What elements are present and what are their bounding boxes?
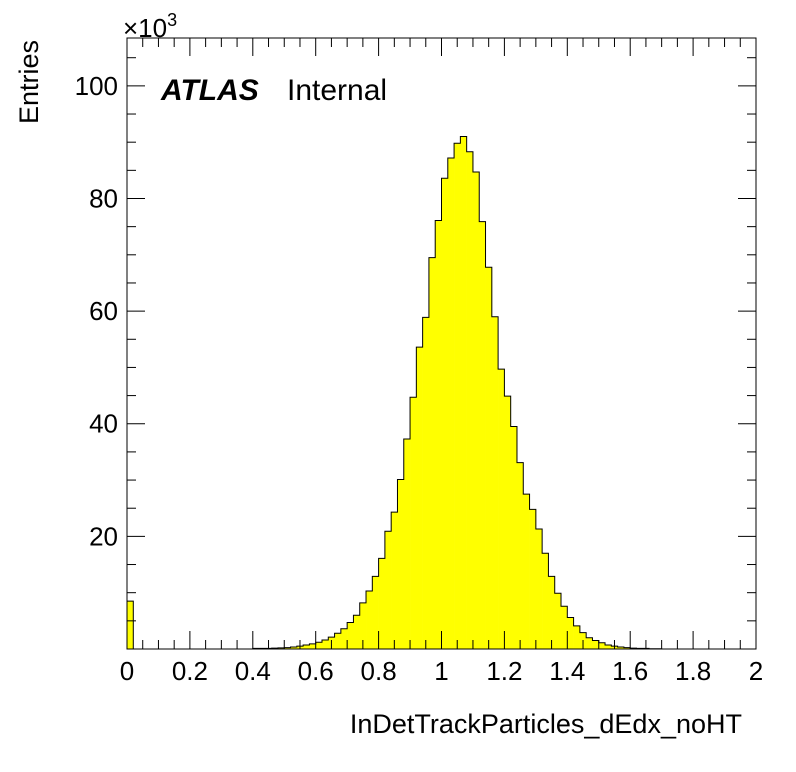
histogram-bin [605, 645, 612, 649]
histogram-bin [485, 267, 493, 649]
y-multiplier-exponent: 3 [167, 10, 177, 30]
histogram-bin [523, 494, 530, 649]
histogram-bin [466, 151, 474, 649]
histogram-bin [567, 617, 574, 649]
y-multiplier-base: ×10 [123, 13, 167, 43]
histogram-bin [277, 647, 285, 649]
axis-ticks [126, 38, 757, 649]
histogram-bin [416, 347, 423, 649]
x-tick-label: 0 [120, 656, 134, 686]
internal-label: Internal [287, 74, 387, 107]
histogram-bin [472, 172, 480, 649]
histogram-outline [126, 136, 756, 650]
y-multiplier: ×103 [123, 10, 177, 43]
histogram-bin [284, 647, 291, 649]
y-tick-label: 80 [89, 183, 118, 213]
histogram-bin [309, 643, 316, 649]
histogram-bin [573, 625, 581, 649]
histogram-bin [542, 553, 549, 649]
histogram-bin [397, 479, 405, 649]
x-tick-label: 1 [434, 656, 448, 686]
histogram-bin [447, 157, 455, 650]
histogram-bin [554, 593, 562, 649]
x-tick-label: 1.8 [675, 656, 711, 686]
y-tick-label: 40 [89, 409, 118, 439]
histogram-bin [598, 642, 606, 649]
y-tick-label: 60 [89, 296, 118, 326]
histogram-bin [504, 396, 511, 649]
histogram-bin [561, 606, 568, 649]
histogram-bin [353, 615, 361, 649]
histogram-bars [126, 136, 756, 650]
histogram-bin [378, 558, 386, 649]
histogram-bin [384, 531, 392, 649]
histogram-bin [529, 509, 537, 649]
histogram-bin [410, 397, 417, 649]
x-tick-label: 0.6 [298, 656, 334, 686]
histogram-bin [460, 136, 467, 649]
histogram-bin [435, 220, 442, 649]
y-axis-title: Entries [14, 40, 44, 124]
histogram-bin [535, 529, 543, 649]
histogram-bin [321, 639, 329, 649]
histogram-bin [334, 633, 342, 649]
atlas-label: ATLAS [160, 74, 259, 107]
x-tick-label: 1.4 [549, 656, 585, 686]
histogram-bin [592, 640, 600, 649]
histogram-bin [372, 576, 379, 649]
histogram-bin [403, 438, 411, 649]
histogram-bin [586, 637, 593, 649]
histogram-bin [127, 601, 134, 649]
histogram-bin [366, 590, 373, 649]
histogram-bin [498, 369, 505, 649]
x-tick-label: 2 [749, 656, 763, 686]
x-axis-title: InDetTrackParticles_dEdx_noHT [350, 709, 742, 739]
histogram-bin [340, 628, 348, 649]
x-tick-label: 0.2 [172, 656, 208, 686]
x-tick-label: 0.8 [361, 656, 397, 686]
histogram-bin [303, 645, 310, 649]
histogram-bin [623, 647, 631, 649]
histogram-bin [516, 462, 524, 649]
x-tick-label: 1.6 [612, 656, 648, 686]
histogram-bin [359, 602, 367, 649]
histogram-bin [548, 576, 556, 649]
histogram-bin [617, 647, 625, 649]
x-tick-labels: 0 0.2 0.4 0.6 0.8 1 1.2 1.4 1.6 1.8 2 [120, 656, 763, 686]
y-tick-labels: 20 40 60 80 100 [75, 71, 118, 552]
histogram-bin [510, 426, 518, 649]
x-tick-label: 0.4 [235, 656, 271, 686]
plot-frame [126, 37, 757, 650]
y-tick-label: 20 [89, 521, 118, 551]
histogram-bin [422, 317, 430, 649]
histogram-bin [479, 221, 486, 649]
histogram-bin [315, 642, 323, 649]
histogram-bin [347, 622, 354, 649]
histogram-bin [428, 257, 436, 649]
histogram-bin [454, 143, 461, 650]
y-tick-label: 100 [75, 71, 118, 101]
histogram-bin [290, 647, 298, 649]
histogram-bin [391, 512, 398, 649]
histogram-bin [441, 178, 449, 649]
x-tick-label: 1.2 [486, 656, 522, 686]
histogram-bin [491, 316, 499, 649]
